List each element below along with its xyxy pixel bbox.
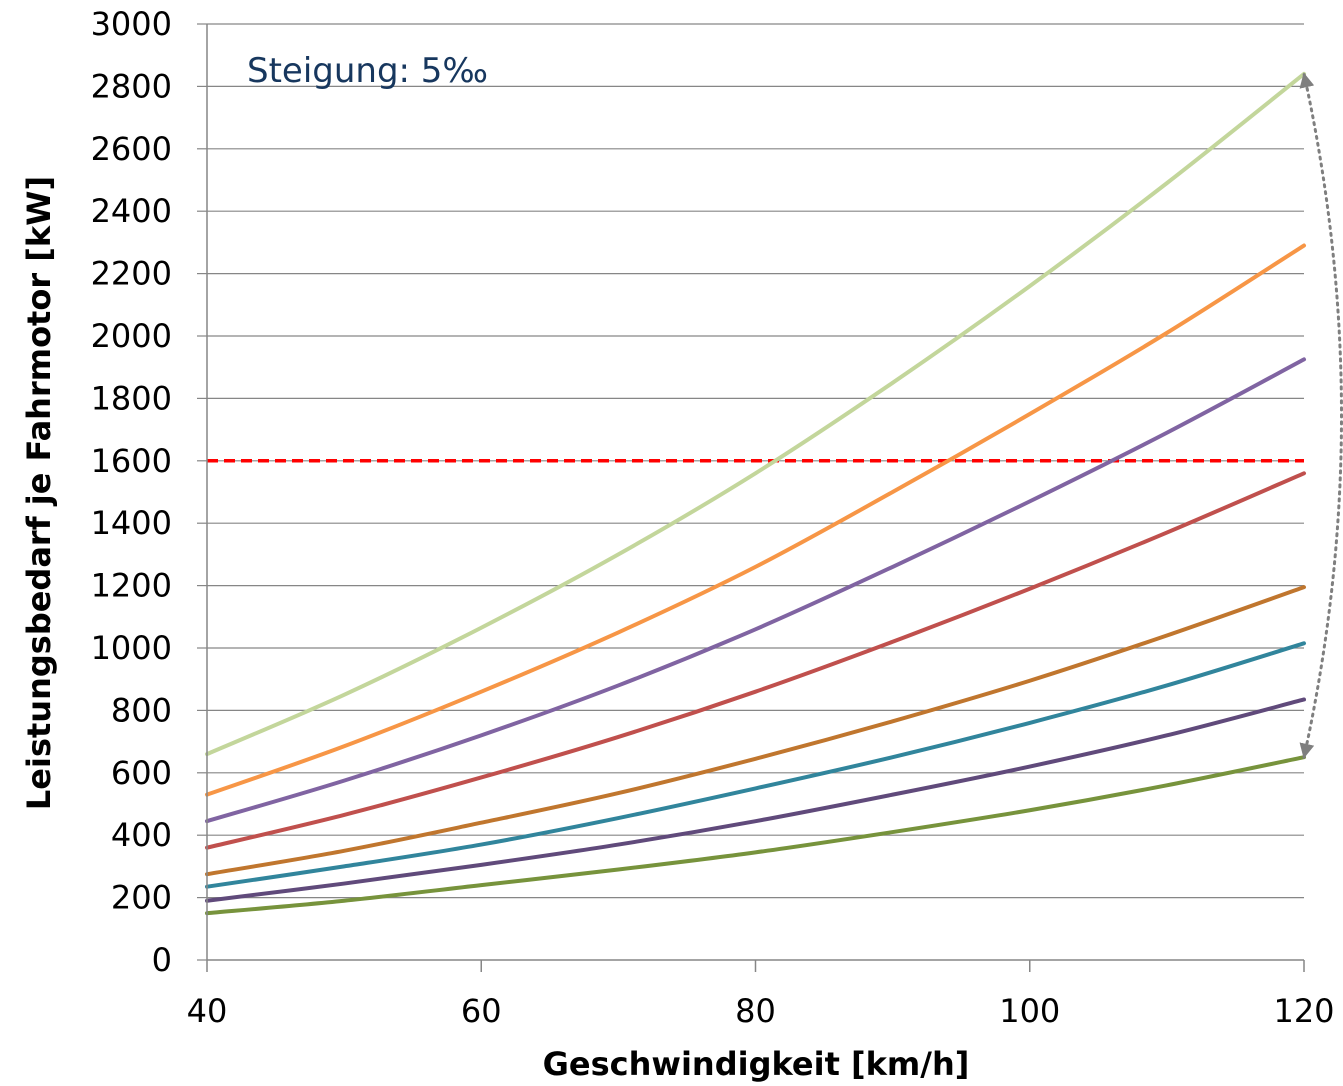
range-arrow-layer bbox=[1299, 72, 1343, 759]
y-axis-title: Leistungsbedarf je Fahrmotor [kW] bbox=[20, 176, 58, 810]
y-tick-label: 2800 bbox=[91, 67, 172, 105]
x-tick-label: 80 bbox=[735, 992, 776, 1030]
y-tick-label: 0 bbox=[152, 941, 172, 979]
range-arrow bbox=[1299, 72, 1343, 759]
series-line-4 bbox=[205, 585, 1306, 877]
series-line-7 bbox=[205, 243, 1306, 797]
y-tick-label: 2000 bbox=[91, 317, 172, 355]
y-tick-label: 400 bbox=[111, 816, 172, 854]
series-layer bbox=[205, 71, 1306, 916]
y-tick-label: 200 bbox=[111, 879, 172, 917]
x-tick-label: 60 bbox=[461, 992, 502, 1030]
y-tick-label: 3000 bbox=[91, 5, 172, 43]
y-tick-label: 2400 bbox=[91, 192, 172, 230]
series-line-1 bbox=[205, 755, 1306, 916]
x-axis-title: Geschwindigkeit [km/h] bbox=[543, 1045, 970, 1083]
axes bbox=[197, 23, 1305, 972]
x-tick-label: 100 bbox=[999, 992, 1060, 1030]
y-tick-label: 1200 bbox=[91, 567, 172, 605]
series-line-2 bbox=[205, 697, 1306, 903]
y-tick-label: 800 bbox=[111, 691, 172, 729]
x-tick-label: 120 bbox=[1273, 992, 1334, 1030]
series-line-5 bbox=[205, 471, 1306, 850]
tick-labels: 0 200 400 600 800 1000 1200 1400 1600 1800 2000 220… bbox=[91, 5, 1335, 1030]
y-tick-label: 1400 bbox=[91, 504, 172, 542]
y-tick-label: 1800 bbox=[91, 379, 172, 417]
series-line-3 bbox=[205, 641, 1306, 889]
series-line-8 bbox=[205, 71, 1306, 757]
y-tick-label: 2600 bbox=[91, 130, 172, 168]
series-line-6 bbox=[205, 357, 1306, 824]
gridlines bbox=[207, 23, 1304, 899]
y-tick-label: 2200 bbox=[91, 255, 172, 293]
y-tick-label: 1000 bbox=[91, 629, 172, 667]
y-tick-label: 1600 bbox=[91, 442, 172, 480]
x-tick-label: 40 bbox=[187, 992, 228, 1030]
y-tick-label: 600 bbox=[111, 754, 172, 792]
annotation-text: Steigung: 5‰ bbox=[247, 51, 488, 91]
